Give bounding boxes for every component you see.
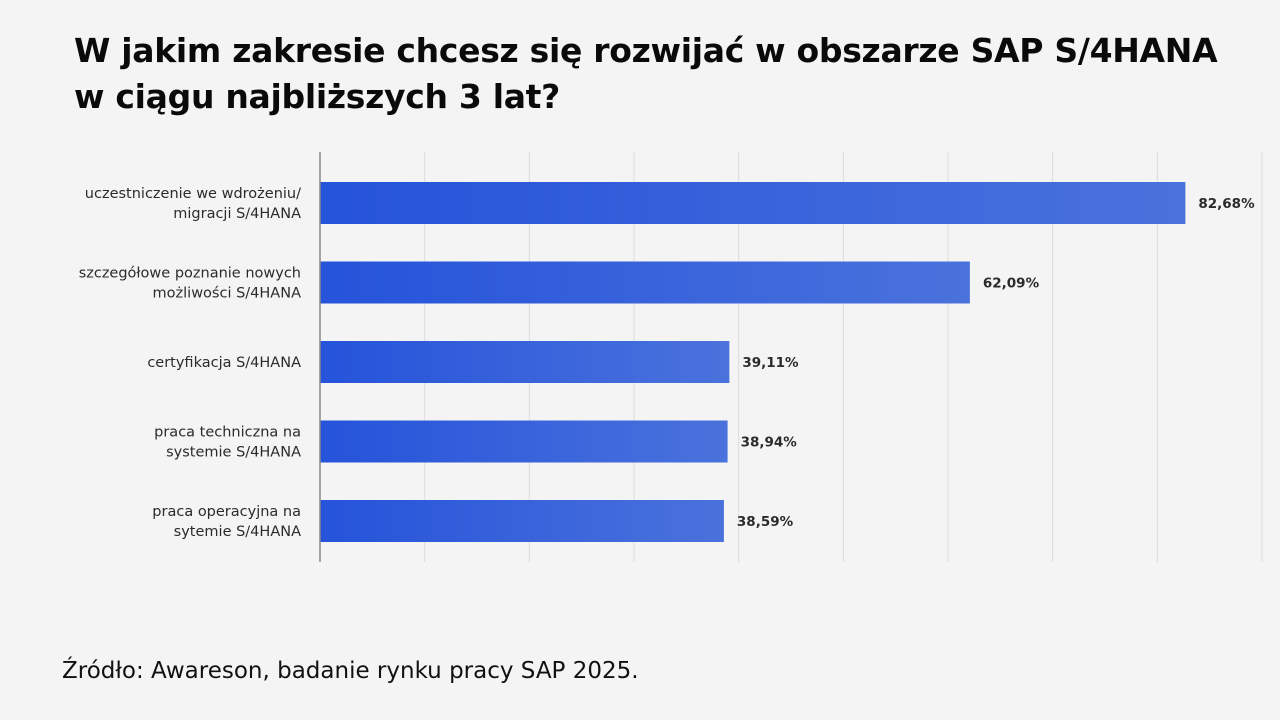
category-label-line: migracji S/4HANA <box>173 206 301 222</box>
value-label: 38,59% <box>737 514 794 530</box>
category-label-line: uczestniczenie we wdrożeniu/ <box>85 186 301 202</box>
category-label-line: możliwości S/4HANA <box>153 286 302 302</box>
category-label: praca techniczna na systemie S/4HANA <box>154 425 301 461</box>
chart-title-line-1: W jakim zakresie chcesz się rozwijać w o… <box>74 31 1218 70</box>
category-label-line: praca operacyjna na <box>152 504 301 520</box>
bar <box>320 261 970 304</box>
category-labels: uczestniczenie we wdrożeniu/migracji S/4… <box>79 186 301 540</box>
bar <box>320 341 730 383</box>
chart-title-line-2: w ciągu najbliższych 3 lat? <box>74 77 560 116</box>
value-label: 38,94% <box>741 435 798 451</box>
bar <box>320 500 724 542</box>
category-label: uczestniczenie we wdrożeniu/migracji S/4… <box>85 186 301 222</box>
value-label: 62,09% <box>983 276 1040 292</box>
category-label: praca operacyjna na sytemie S/4HANA <box>152 504 301 540</box>
value-labels: 82,68% 62,09% 39,11% 38,94% 38,59% <box>737 196 1255 530</box>
bar-chart: uczestniczenie we wdrożeniu/migracji S/4… <box>79 152 1263 562</box>
category-label-line: szczegółowe poznanie nowych <box>79 266 301 282</box>
category-label-line: systemie S/4HANA <box>166 445 301 461</box>
category-label-line: certyfikacja S/4HANA <box>147 355 301 371</box>
chart-title: W jakim zakresie chcesz się rozwijać w o… <box>74 28 1254 120</box>
category-label-line: sytemie S/4HANA <box>174 524 301 540</box>
bars <box>320 182 1186 542</box>
value-label: 82,68% <box>1198 196 1255 212</box>
bar <box>320 182 1186 224</box>
category-label: szczegółowe poznanie nowych możliwości S/… <box>79 266 301 302</box>
source-note: Źródło: Awareson, badanie rynku pracy SA… <box>62 658 639 684</box>
category-label-line: praca techniczna na <box>154 425 301 441</box>
bar <box>320 420 728 463</box>
category-label: certyfikacja S/4HANA <box>147 355 301 371</box>
value-label: 39,11% <box>742 355 799 371</box>
